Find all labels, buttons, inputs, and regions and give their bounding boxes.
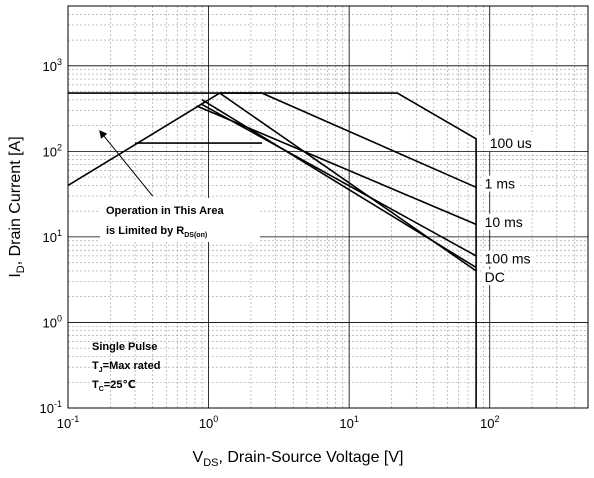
conditions-line-2: TJ=Max rated: [92, 360, 160, 374]
annotation-line-1: Operation in This Area: [106, 205, 224, 217]
y-tick-exp: -1: [54, 399, 62, 409]
x-tick-label: 10-1: [57, 414, 79, 431]
annotation: Operation in This Area is Limited by RDS…: [99, 130, 260, 242]
y-tick-base: 10: [43, 144, 57, 159]
y-tick-label: 102: [43, 142, 62, 159]
x-tick-label: 101: [339, 414, 358, 431]
x-tick-label: 100: [199, 414, 218, 431]
series-line-DC: [68, 92, 477, 272]
conditions-line-1: Single Pulse: [92, 341, 157, 353]
conditions-line-2-main: T: [92, 360, 99, 372]
curve-label-100-ms: 100 ms: [485, 250, 531, 266]
annotation-box: [100, 198, 260, 242]
y-tick-base: 10: [40, 401, 54, 416]
conditions-line-3: TC=25℃: [92, 379, 136, 393]
curve-label-bg: [482, 213, 527, 230]
series-line-100-ms: [200, 103, 477, 257]
y-tick-base: 10: [43, 230, 57, 245]
y-tick-base: 10: [43, 315, 57, 330]
x-axis-label-sub: DS: [203, 457, 218, 469]
x-tick-base: 10: [199, 416, 213, 431]
y-tick-label: 101: [43, 228, 62, 245]
curve-label-1-ms: 1 ms: [485, 176, 515, 192]
y-axis-label: ID, Drain Current [A]: [7, 136, 27, 277]
curve-label-bg: [482, 268, 503, 285]
x-tick-exp: -1: [71, 414, 79, 424]
annotation-arrow: [99, 130, 154, 197]
series-layer: [67, 92, 477, 408]
conditions-line-2-sub: J: [99, 367, 103, 374]
x-tick-exp: 0: [213, 414, 218, 424]
conditions: Single Pulse TJ=Max rated TC=25℃: [92, 341, 160, 393]
annotation-line-2: is Limited by RDS(on): [106, 225, 207, 239]
annotation-line-2-main: is Limited by R: [106, 225, 184, 237]
curve-label-10-ms: 10 ms: [485, 214, 523, 230]
curve-label-DC: DC: [485, 269, 505, 285]
curve-label-bg: [487, 135, 540, 152]
y-tick-exp: 0: [57, 313, 62, 323]
y-tick-exp: 2: [57, 142, 62, 152]
x-tick-exp: 2: [494, 414, 499, 424]
x-axis-label-main: V: [193, 449, 204, 466]
curve-label-100-us: 100 us: [490, 135, 532, 151]
minor-grid: [68, 5, 589, 408]
y-tick-exp: 3: [57, 57, 62, 67]
series-line-1-ms: [219, 92, 477, 189]
x-tick-exp: 1: [354, 414, 359, 424]
conditions-line-3-rest: =25℃: [104, 379, 136, 391]
conditions-line-3-main: T: [92, 379, 99, 391]
series-line-100-us: [67, 92, 477, 408]
curve-label-bg: [482, 175, 519, 192]
x-tick-base: 10: [339, 416, 353, 431]
y-tick-label: 10-1: [40, 399, 62, 416]
curve-labels: 100 us 1 ms 10 ms 100 ms DC: [482, 135, 540, 285]
y-tick-label: 103: [43, 57, 62, 74]
y-tick-exp: 1: [57, 228, 62, 238]
x-axis-label-rest: , Drain-Source Voltage [V]: [218, 449, 403, 466]
x-tick-label: 102: [480, 414, 499, 431]
curve-label-bg: [482, 250, 535, 267]
annotation-line-2-sub: DS(on): [184, 232, 207, 239]
y-axis-label-rest: , Drain Current [A]: [7, 136, 24, 265]
y-axis-label-sub: D: [15, 265, 27, 273]
y-tick-label: 100: [43, 313, 62, 330]
x-tick-labels: 10-1 100 101 102: [57, 414, 500, 431]
limit-line-2: [201, 99, 477, 269]
y-tick-base: 10: [43, 59, 57, 74]
conditions-line-3-sub: C: [99, 386, 104, 393]
x-axis-label: VDS, Drain-Source Voltage [V]: [193, 449, 404, 469]
x-tick-base: 10: [480, 416, 494, 431]
plot-frame: [67, 5, 589, 409]
y-axis-label-main: I: [7, 273, 24, 277]
conditions-line-2-rest: =Max rated: [103, 360, 161, 372]
x-tick-base: 10: [57, 416, 71, 431]
